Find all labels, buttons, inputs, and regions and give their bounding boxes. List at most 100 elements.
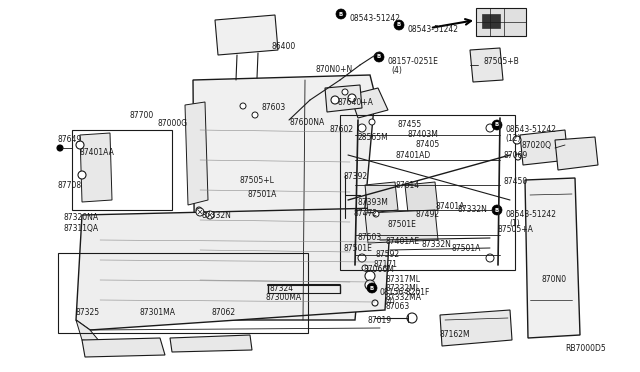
Text: B: B [339, 12, 343, 16]
Text: 87614: 87614 [395, 181, 419, 190]
Text: 87324: 87324 [270, 284, 294, 293]
Text: 870N0+N: 870N0+N [315, 65, 352, 74]
Text: 87600NA: 87600NA [289, 118, 324, 127]
Text: 87503: 87503 [357, 233, 381, 242]
Bar [476, 8, 526, 36]
Circle shape [342, 89, 348, 95]
Circle shape [362, 265, 368, 271]
Text: 87592: 87592 [375, 250, 399, 259]
Text: (4): (4) [391, 66, 402, 75]
Text: 87069: 87069 [504, 151, 528, 160]
Text: 87019: 87019 [368, 316, 392, 325]
Text: B: B [377, 55, 381, 60]
Text: (4): (4) [384, 297, 395, 306]
Circle shape [196, 207, 202, 213]
Bar [340, 115, 515, 270]
Circle shape [486, 254, 494, 262]
Bar [58, 253, 308, 333]
Text: 08543-51242: 08543-51242 [349, 14, 400, 23]
Text: 87401AA: 87401AA [79, 148, 114, 157]
Text: 87505+B: 87505+B [484, 57, 520, 66]
Text: RB7000D5: RB7000D5 [565, 344, 605, 353]
Text: B: B [370, 285, 374, 291]
Text: 87501E: 87501E [388, 220, 417, 229]
Polygon shape [350, 88, 388, 118]
Text: 87311QA: 87311QA [63, 224, 98, 233]
Text: 87505+A: 87505+A [498, 225, 534, 234]
Circle shape [348, 94, 356, 102]
Text: 87708: 87708 [58, 181, 82, 190]
Circle shape [372, 300, 378, 306]
Text: 87300MA: 87300MA [266, 293, 302, 302]
Text: 87403M: 87403M [407, 130, 438, 139]
Text: 28565M: 28565M [358, 133, 388, 142]
Text: 87501A: 87501A [452, 244, 481, 253]
Circle shape [76, 141, 84, 149]
Text: 87171: 87171 [374, 260, 398, 269]
Polygon shape [80, 133, 112, 202]
Bar [482, 14, 500, 28]
Text: 87332MA: 87332MA [385, 293, 421, 302]
Circle shape [206, 211, 214, 219]
Circle shape [513, 136, 521, 144]
Polygon shape [76, 208, 390, 330]
Polygon shape [365, 182, 398, 213]
Text: 87332ML: 87332ML [385, 284, 420, 293]
Polygon shape [440, 310, 512, 346]
Text: 870N0: 870N0 [541, 275, 566, 284]
Polygon shape [193, 75, 375, 320]
Text: 87000G: 87000G [157, 119, 187, 128]
Circle shape [367, 283, 377, 293]
Text: 87062: 87062 [211, 308, 235, 317]
Text: 87405: 87405 [415, 140, 439, 149]
Polygon shape [405, 182, 438, 213]
Polygon shape [365, 210, 438, 243]
Text: 87450: 87450 [503, 177, 527, 186]
Text: 87066M: 87066M [364, 265, 395, 274]
Text: 08157-0251E: 08157-0251E [387, 57, 438, 66]
Circle shape [252, 112, 258, 118]
Text: 87317ML: 87317ML [385, 275, 420, 284]
Text: 87603: 87603 [262, 103, 286, 112]
Text: 87472: 87472 [353, 209, 377, 218]
Text: B: B [495, 208, 499, 212]
Text: (12): (12) [505, 134, 520, 143]
Text: 87332N: 87332N [202, 211, 232, 220]
Polygon shape [555, 137, 598, 170]
Circle shape [394, 20, 404, 30]
Circle shape [358, 124, 366, 132]
Circle shape [492, 205, 502, 215]
Circle shape [369, 119, 375, 125]
Polygon shape [470, 48, 503, 82]
Text: 87640+A: 87640+A [337, 98, 373, 107]
Text: 87401AD: 87401AD [396, 151, 431, 160]
Text: 86400: 86400 [271, 42, 295, 51]
Polygon shape [520, 130, 568, 165]
Text: 87020Q: 87020Q [521, 141, 551, 150]
Polygon shape [170, 335, 252, 352]
Polygon shape [76, 320, 100, 342]
Circle shape [407, 313, 417, 323]
Text: 87505+L: 87505+L [239, 176, 274, 185]
Circle shape [515, 154, 521, 160]
Circle shape [373, 211, 379, 217]
Circle shape [57, 145, 63, 151]
Text: 87320NA: 87320NA [63, 213, 98, 222]
Circle shape [78, 171, 86, 179]
Polygon shape [525, 178, 580, 338]
Text: 87392: 87392 [343, 172, 367, 181]
Circle shape [336, 9, 346, 19]
Circle shape [374, 52, 384, 62]
Text: 87501E: 87501E [343, 244, 372, 253]
Circle shape [358, 254, 366, 262]
Text: 87501A: 87501A [248, 190, 277, 199]
Text: 87063: 87063 [385, 302, 409, 311]
Text: 87455: 87455 [398, 120, 422, 129]
Circle shape [331, 96, 339, 104]
Circle shape [492, 120, 502, 130]
Text: 87649: 87649 [57, 135, 81, 144]
Text: 08156-8201F: 08156-8201F [380, 288, 430, 297]
Text: 08543-51242: 08543-51242 [407, 25, 458, 34]
Text: 08543-51242: 08543-51242 [505, 125, 556, 134]
Polygon shape [185, 102, 208, 205]
